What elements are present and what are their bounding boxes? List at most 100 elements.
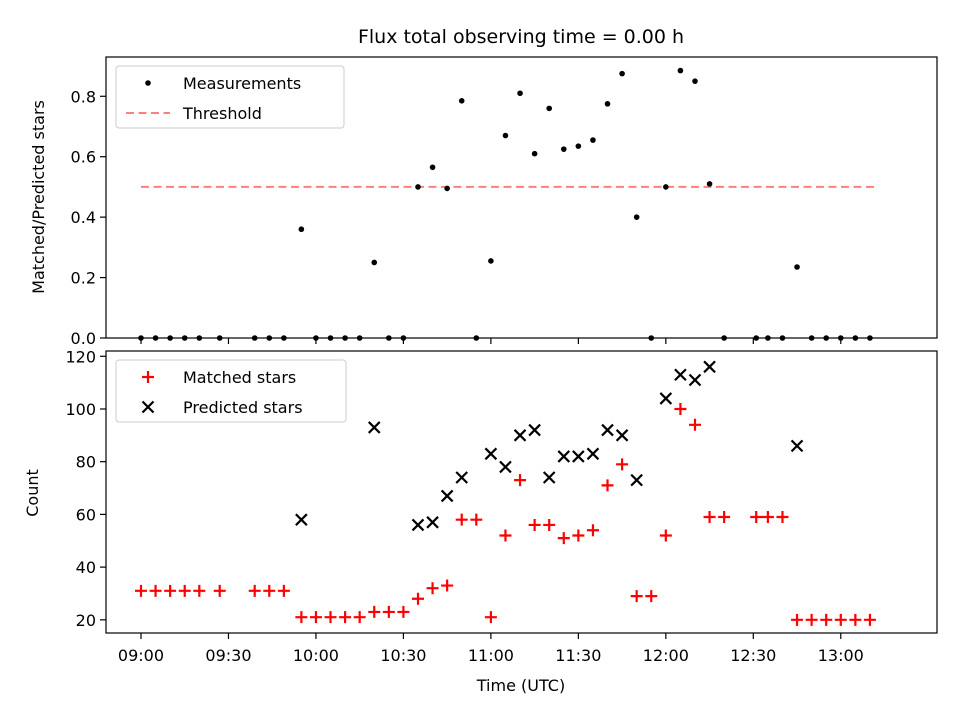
predicted-star-marker <box>572 450 585 463</box>
y-tick-label: 40 <box>76 558 96 577</box>
measurement-point <box>794 264 800 270</box>
predicted-star-marker <box>141 400 155 414</box>
x-tick-label: 11:30 <box>555 646 601 665</box>
y-tick-label: 0.4 <box>71 208 96 227</box>
matched-star-marker <box>572 529 585 542</box>
matched-star-marker <box>455 513 468 526</box>
matched-star-marker <box>601 479 614 492</box>
measurement-point <box>633 214 640 220</box>
legend: Matched stars Predicted stars <box>115 359 347 423</box>
measurement-point <box>590 137 596 143</box>
measurement-point <box>677 67 684 74</box>
measurement-point <box>517 90 523 97</box>
matched-star-marker <box>674 402 687 415</box>
measurement-point <box>458 98 465 104</box>
matched-star-marker <box>863 613 876 626</box>
bottom-y-axis-label: Count <box>23 469 42 517</box>
matched-star-marker <box>834 613 847 626</box>
chart-title: Flux total observing time = 0.00 h <box>358 26 684 48</box>
legend-entry-label: Measurements <box>183 74 301 93</box>
predicted-star-marker <box>499 460 512 474</box>
measurement-point <box>415 184 421 190</box>
matched-star-marker <box>134 584 147 597</box>
matched-star-marker <box>761 511 774 524</box>
matched-star-marker <box>263 584 276 597</box>
measurement-point <box>604 101 611 107</box>
y-tick-label: 0.8 <box>71 87 96 106</box>
x-tick-label: 09:00 <box>118 646 164 665</box>
predicted-star-marker <box>426 516 439 529</box>
predicted-star-marker <box>295 513 308 526</box>
matched-star-marker <box>213 584 226 597</box>
predicted-star-marker <box>542 471 556 484</box>
x-tick-label: 11:00 <box>468 646 514 665</box>
matched-star-marker <box>791 613 804 626</box>
predicted-star-marker <box>674 368 687 381</box>
measurement-point <box>692 78 698 84</box>
y-tick-label: 20 <box>76 611 96 630</box>
matched-star-marker <box>820 613 833 626</box>
y-tick-label: 80 <box>76 453 96 472</box>
x-tick-label: 12:00 <box>643 646 689 665</box>
matched-star-marker <box>426 582 439 595</box>
legend-box <box>115 359 347 423</box>
matched-star-marker <box>514 474 527 487</box>
y-tick-label: 0.0 <box>71 329 96 348</box>
y-tick-label: 120 <box>65 347 96 366</box>
top-plot-area: 0.0 0.2 0.4 0.6 0.8 Measurements Threshold <box>71 56 938 348</box>
matched-star-marker <box>309 611 322 624</box>
x-tick-label: 12:30 <box>730 646 776 665</box>
measurement-point <box>429 164 436 171</box>
y-tick-label: 60 <box>76 505 96 524</box>
matched-star-marker <box>142 371 154 383</box>
matched-star-marker <box>586 524 599 537</box>
predicted-star-marker <box>411 518 425 532</box>
matched-star-marker <box>776 511 789 524</box>
bottom-plot-area: 20 40 60 80 100 120 09:00 09:30 10:00 10:30 11:00 1… <box>65 347 938 665</box>
matched-star-marker <box>277 584 290 597</box>
matched-star-marker <box>441 579 454 592</box>
matched-star-marker <box>164 584 177 597</box>
predicted-star-marker <box>513 429 527 442</box>
matched-star-marker <box>368 605 381 618</box>
legend: Measurements Threshold <box>115 65 345 129</box>
matched-star-marker <box>645 590 658 603</box>
matched-star-marker <box>193 584 206 597</box>
x-axis-label: Time (UTC) <box>476 676 565 695</box>
matched-star-marker <box>805 613 818 626</box>
matched-star-marker <box>324 611 337 624</box>
matched-star-marker <box>353 611 366 624</box>
measurement-point <box>706 181 713 187</box>
matched-star-marker <box>557 532 570 545</box>
matched-star-marker <box>703 511 716 524</box>
predicted-star-marker <box>688 373 702 387</box>
predicted-star-marker <box>601 423 614 437</box>
measurement-point <box>502 132 509 139</box>
x-tick-label: 09:30 <box>205 646 251 665</box>
predicted-star-marker <box>440 489 454 503</box>
predicted-star-marker <box>615 429 629 442</box>
matched-star-marker <box>470 513 483 526</box>
measurement-point <box>546 105 552 112</box>
plot-frame <box>105 350 938 634</box>
legend-entry-label: Matched stars <box>183 368 296 387</box>
matched-star-marker <box>484 611 497 624</box>
y-tick-label: 0.2 <box>71 269 96 288</box>
matched-star-marker <box>178 584 191 597</box>
measurement-point <box>575 143 582 149</box>
matched-star-marker <box>750 511 763 524</box>
measurement-point <box>488 258 494 264</box>
predicted-star-marker <box>586 447 600 461</box>
matched-star-marker <box>688 418 701 431</box>
predicted-star-marker <box>455 471 469 484</box>
predicted-star-marker <box>630 473 643 487</box>
matched-star-marker <box>397 605 410 618</box>
matched-star-marker <box>149 584 162 597</box>
measurement-point <box>619 70 625 77</box>
y-tick-label: 100 <box>65 400 96 419</box>
matched-star-marker <box>499 529 512 542</box>
predicted-star-marker <box>367 421 381 434</box>
predicted-star-marker <box>790 439 804 453</box>
legend-box <box>115 65 345 129</box>
